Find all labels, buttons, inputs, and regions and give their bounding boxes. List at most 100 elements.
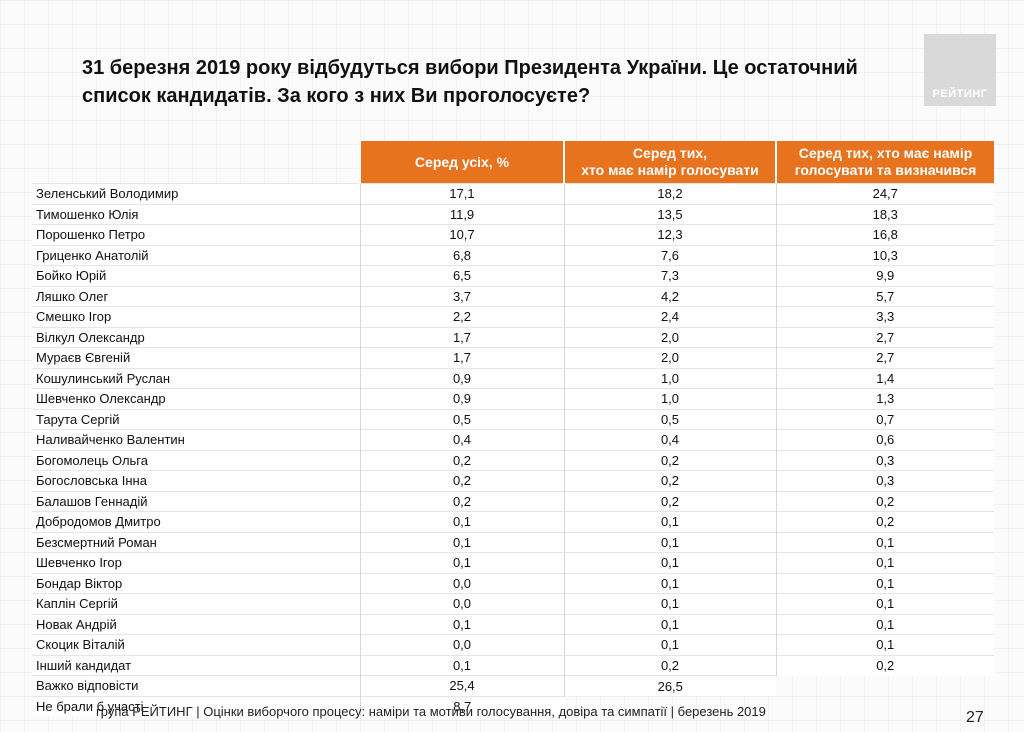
results-table: Серед усіх, % Серед тих, хто має намір г… (32, 141, 994, 716)
value-all: 0,0 (359, 634, 564, 655)
table-row: Мураєв Євгеній 1,7 2,0 2,7 (32, 347, 994, 368)
candidate-name: Богословська Інна (32, 470, 360, 491)
header-decided-voters: Серед тих, хто має намір голосувати та в… (775, 141, 994, 184)
candidate-name: Не брали б участі (32, 695, 360, 716)
value-decided: 2,7 (775, 347, 994, 368)
value-voters: 1,0 (563, 367, 776, 389)
table-row: Новак Андрій 0,1 0,1 0,1 (32, 613, 994, 635)
candidate-name: Безсмертний Роман (32, 531, 360, 553)
table-row: Каплін Сергій 0,0 0,1 0,1 (32, 593, 994, 614)
value-all: 0,9 (359, 388, 564, 409)
candidate-name: Важко відповісти (32, 675, 360, 696)
value-decided: 2,7 (775, 326, 994, 348)
value-all: 25,4 (359, 675, 564, 696)
value-decided: 0,7 (775, 408, 994, 430)
value-voters: 2,0 (563, 347, 776, 368)
table-row: Важко відповісти 25,4 26,5 (32, 675, 994, 696)
value-decided: 0,2 (775, 511, 994, 532)
value-all: 0,0 (359, 593, 564, 614)
table-row: Тимошенко Юлія 11,9 13,5 18,3 (32, 203, 994, 225)
value-voters: 0,1 (563, 531, 776, 553)
value-all: 6,8 (359, 244, 564, 266)
value-all: 0,1 (359, 654, 564, 676)
table-row: Зеленський Володимир 17,1 18,2 24,7 (32, 183, 994, 204)
page-title: 31 березня 2019 року відбудуться вибори … (82, 54, 882, 110)
candidate-name: Скоцик Віталій (32, 634, 360, 655)
table-header-row: Серед усіх, % Серед тих, хто має намір г… (32, 141, 994, 184)
results-table-container: Серед усіх, % Серед тих, хто має намір г… (32, 141, 994, 716)
candidate-name: Тимошенко Юлія (32, 203, 360, 225)
value-all: 17,1 (359, 183, 564, 204)
candidate-name: Наливайченко Валентин (32, 429, 360, 450)
value-voters: 12,3 (563, 224, 776, 245)
header-decided-line-2: голосувати та визначився (794, 162, 977, 178)
table-row: Бондар Віктор 0,0 0,1 0,1 (32, 572, 994, 594)
value-voters: 0,2 (563, 490, 776, 512)
value-voters: 4,2 (563, 285, 776, 307)
value-decided: 1,3 (775, 388, 994, 409)
value-voters: 2,4 (563, 306, 776, 327)
table-row: Кошулинський Руслан 0,9 1,0 1,4 (32, 367, 994, 389)
value-all: 0,2 (359, 449, 564, 471)
value-voters: 0,1 (563, 634, 776, 655)
value-voters: 0,1 (563, 572, 776, 594)
value-voters: 13,5 (563, 203, 776, 225)
value-decided: 3,3 (775, 306, 994, 327)
page-title-line-1: 31 березня 2019 року відбудуться вибори … (82, 57, 858, 79)
value-decided: 0,1 (775, 531, 994, 553)
candidate-name: Інший кандидат (32, 654, 360, 676)
value-all: 0,9 (359, 367, 564, 389)
value-decided: 9,9 (775, 265, 994, 286)
header-all-respondents: Серед усіх, % (359, 141, 564, 184)
value-voters: 2,0 (563, 326, 776, 348)
value-all: 2,2 (359, 306, 564, 327)
candidate-name: Зеленський Володимир (32, 183, 360, 204)
value-all: 0,5 (359, 408, 564, 430)
value-all: 3,7 (359, 285, 564, 307)
value-all: 10,7 (359, 224, 564, 245)
footer-text: група РЕЙТИНГ | Оцінки виборчого процесу… (96, 704, 766, 719)
table-row: Скоцик Віталій 0,0 0,1 0,1 (32, 634, 994, 655)
candidate-name: Кошулинський Руслан (32, 367, 360, 389)
table-row: Добродомов Дмитро 0,1 0,1 0,2 (32, 511, 994, 532)
candidate-name: Ляшко Олег (32, 285, 360, 307)
value-all: 0,1 (359, 613, 564, 635)
value-decided: 0,1 (775, 593, 994, 614)
value-decided: 10,3 (775, 244, 994, 266)
value-all: 11,9 (359, 203, 564, 225)
candidate-name: Тарута Сергій (32, 408, 360, 430)
value-all: 0,1 (359, 552, 564, 573)
candidate-name: Бондар Віктор (32, 572, 360, 594)
value-voters: 0,1 (563, 593, 776, 614)
value-all: 8,7 (359, 695, 564, 716)
value-all: 0,2 (359, 470, 564, 491)
candidate-name: Смешко Ігор (32, 306, 360, 327)
candidate-name: Добродомов Дмитро (32, 511, 360, 532)
value-decided: 0,1 (775, 552, 994, 573)
value-decided: 0,2 (775, 490, 994, 512)
value-decided: 0,1 (775, 634, 994, 655)
empty-cell (776, 696, 994, 716)
value-all: 0,0 (359, 572, 564, 594)
value-all: 0,1 (359, 531, 564, 553)
value-voters: 0,2 (563, 449, 776, 471)
table-row: Порошенко Петро 10,7 12,3 16,8 (32, 224, 994, 245)
rating-logo: РЕЙТИНГ (924, 34, 996, 106)
page-title-line-2: список кандидатів. За кого з них Ви прог… (82, 85, 591, 107)
table-row: Балашов Геннадій 0,2 0,2 0,2 (32, 490, 994, 512)
header-intending-voters: Серед тих, хто має намір голосувати (563, 141, 776, 184)
candidate-name: Богомолець Ольга (32, 449, 360, 471)
table-row: Безсмертний Роман 0,1 0,1 0,1 (32, 531, 994, 553)
candidate-name: Балашов Геннадій (32, 490, 360, 512)
value-voters: 1,0 (563, 388, 776, 409)
value-voters: 7,6 (563, 244, 776, 266)
candidate-name: Каплін Сергій (32, 593, 360, 614)
table-row: Богомолець Ольга 0,2 0,2 0,3 (32, 449, 994, 471)
header-all-line-1: Серед усіх, % (414, 153, 510, 170)
header-voters-line-1: Серед тих, (632, 145, 708, 161)
value-voters: 0,1 (563, 552, 776, 573)
value-all: 0,2 (359, 490, 564, 512)
value-voters: 0,5 (563, 408, 776, 430)
value-voters: 7,3 (563, 265, 776, 286)
candidate-name: Гриценко Анатолій (32, 244, 360, 266)
